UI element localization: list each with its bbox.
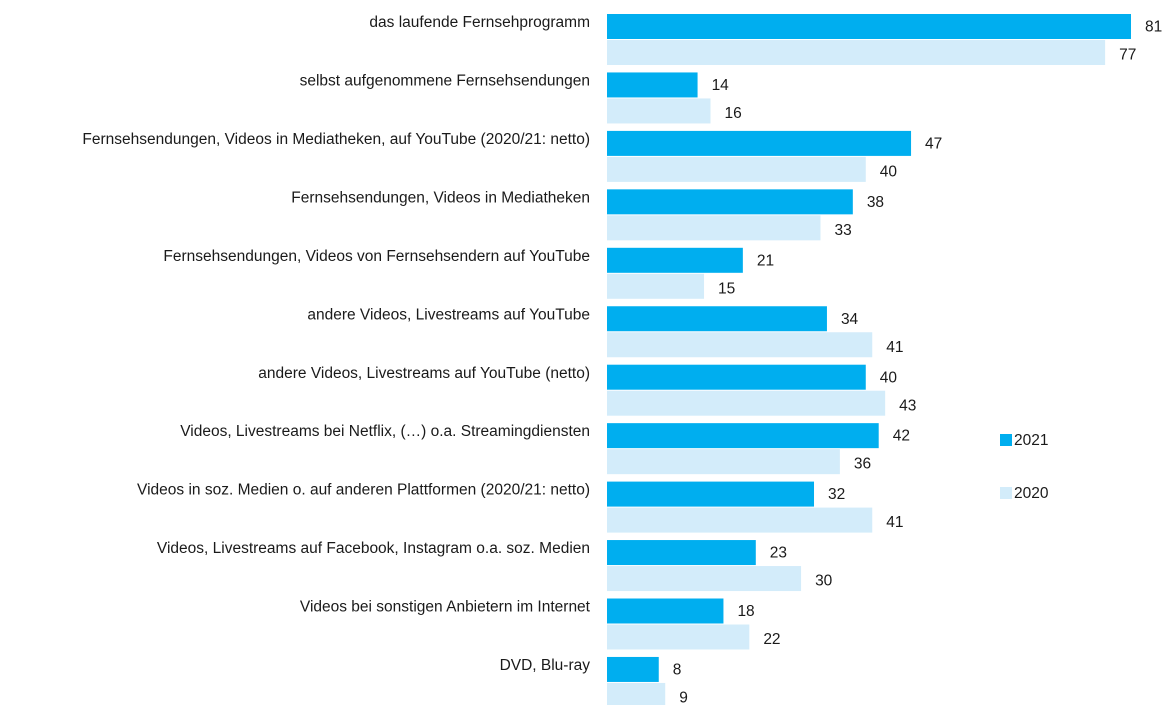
bar xyxy=(607,449,840,475)
category-label: Videos bei sonstigen Anbietern im Intern… xyxy=(300,599,591,616)
bar xyxy=(607,566,802,592)
bar xyxy=(607,72,698,98)
category-label: Fernsehsendungen, Videos in Mediatheken xyxy=(291,189,590,206)
bar xyxy=(607,682,666,705)
value-label: 41 xyxy=(886,514,903,531)
category-label: Fernsehsendungen, Videos in Mediatheken,… xyxy=(82,131,590,148)
value-label: 47 xyxy=(925,135,942,152)
bar xyxy=(607,507,873,533)
value-label: 43 xyxy=(899,397,916,414)
value-label: 30 xyxy=(815,573,833,590)
bar xyxy=(607,390,886,416)
value-label: 33 xyxy=(834,222,851,239)
category-label: Videos, Livestreams bei Netflix, (…) o.a… xyxy=(180,423,590,440)
value-label: 15 xyxy=(718,280,735,297)
bar xyxy=(607,98,711,124)
bar xyxy=(607,656,659,682)
value-label: 40 xyxy=(880,163,898,180)
bar xyxy=(607,273,705,299)
bar xyxy=(607,598,724,624)
category-label: Fernsehsendungen, Videos von Fernsehsend… xyxy=(163,248,590,265)
bar xyxy=(607,247,743,273)
bar xyxy=(607,130,912,156)
value-label: 41 xyxy=(886,339,903,356)
value-label: 22 xyxy=(763,631,780,648)
bar xyxy=(607,14,1131,39)
value-label: 16 xyxy=(725,105,742,122)
value-label: 34 xyxy=(841,311,859,328)
bar xyxy=(607,156,866,182)
value-label: 21 xyxy=(757,252,774,269)
legend-label: 2020 xyxy=(1014,485,1049,502)
bar xyxy=(607,540,756,566)
value-label: 81 xyxy=(1145,19,1162,36)
legend-label: 2021 xyxy=(1014,432,1048,449)
legend-swatch xyxy=(1000,487,1012,499)
value-label: 40 xyxy=(880,369,898,386)
category-label: Videos, Livestreams auf Facebook, Instag… xyxy=(157,540,590,557)
bar xyxy=(607,481,815,507)
value-label: 9 xyxy=(679,690,688,705)
bar xyxy=(607,215,821,241)
category-label: andere Videos, Livestreams auf YouTube (… xyxy=(258,365,590,382)
category-label: andere Videos, Livestreams auf YouTube xyxy=(307,306,590,323)
value-label: 14 xyxy=(712,77,730,94)
category-label: das laufende Fernsehprogramm xyxy=(369,14,590,31)
value-label: 32 xyxy=(828,486,845,503)
value-label: 23 xyxy=(770,545,787,562)
bar xyxy=(607,332,873,358)
legend-swatch xyxy=(1000,434,1012,446)
value-label: 18 xyxy=(737,603,754,620)
bar xyxy=(607,423,879,449)
category-label: DVD, Blu-ray xyxy=(500,657,591,674)
value-label: 8 xyxy=(673,662,682,679)
bar xyxy=(607,624,750,650)
category-label: selbst aufgenommene Fernsehsendungen xyxy=(300,73,590,90)
value-label: 42 xyxy=(893,428,910,445)
value-label: 38 xyxy=(867,194,884,211)
bar xyxy=(607,306,827,332)
bar xyxy=(607,189,853,215)
value-label: 77 xyxy=(1119,47,1136,64)
bar xyxy=(607,40,1106,65)
bar xyxy=(607,364,866,390)
value-label: 36 xyxy=(854,456,871,473)
category-label: Videos in soz. Medien o. auf anderen Pla… xyxy=(137,482,590,499)
